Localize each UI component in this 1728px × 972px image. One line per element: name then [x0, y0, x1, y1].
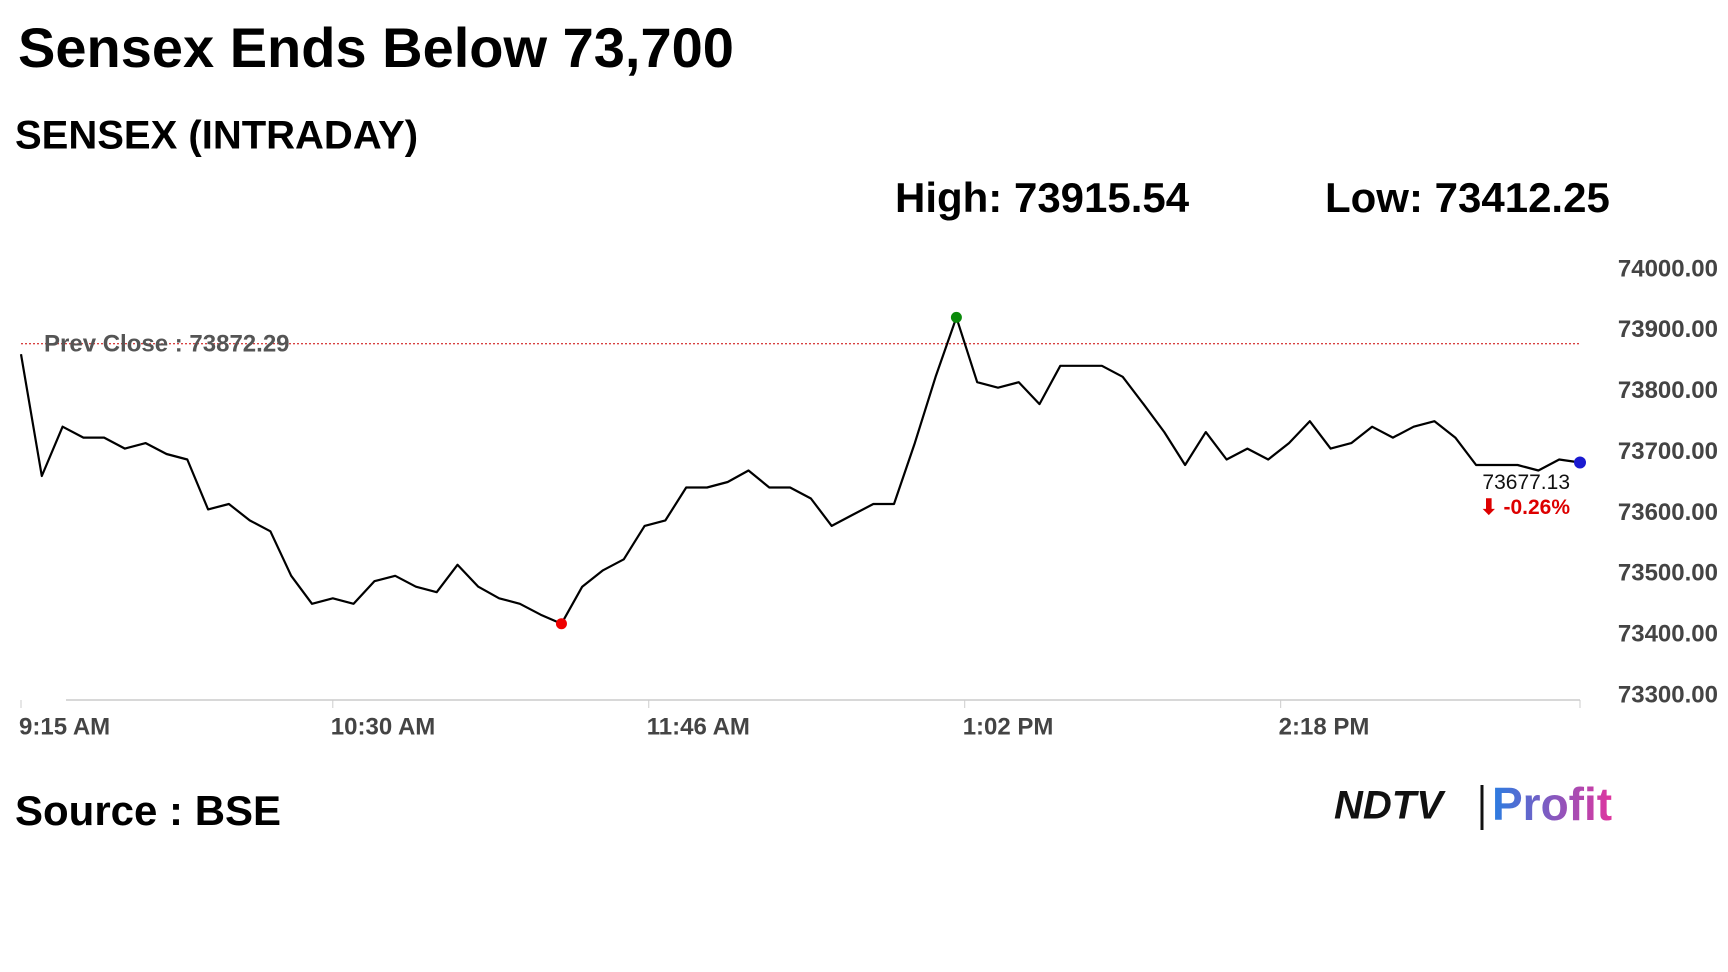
y-tick-label: 73600.00: [1618, 499, 1718, 526]
chart-title: Sensex Ends Below 73,700: [18, 16, 734, 79]
y-tick-label: 73700.00: [1618, 438, 1718, 465]
y-tick-label: 73500.00: [1618, 560, 1718, 587]
price-line: [19, 316, 1581, 625]
x-tick-label: 2:18 PM: [1279, 713, 1370, 740]
logo-profit: Profit: [1492, 778, 1612, 830]
last-value: 73677.13: [1482, 471, 1570, 494]
x-tick-label: 1:02 PM: [963, 713, 1054, 740]
prev-close-text: Prev Close : 73872.29: [44, 331, 290, 358]
logo-ndtv: NDTV: [1334, 784, 1446, 828]
x-tick-label: 10:30 AM: [331, 713, 435, 740]
last-marker: [1574, 456, 1586, 469]
high-marker: [950, 311, 962, 323]
y-tick-label: 74000.00: [1618, 255, 1718, 282]
low-stat: Low: 73412.25: [1325, 174, 1610, 221]
prev-close-value: 73872.29: [189, 331, 289, 358]
prev-close-label: Prev Close :: [44, 331, 183, 358]
high-value: 73915.54: [1014, 174, 1190, 221]
y-tick-label: 73400.00: [1618, 620, 1718, 647]
change-value: ⬇ -0.26%: [1480, 496, 1570, 519]
x-tick-label: 9:15 AM: [19, 713, 110, 740]
high-stat: High: 73915.54: [895, 174, 1190, 221]
low-marker: [555, 618, 567, 630]
source: Source : BSE: [15, 787, 281, 834]
low-label: Low:: [1325, 174, 1423, 221]
y-tick-label: 73900.00: [1618, 316, 1718, 343]
low-value: 73412.25: [1435, 174, 1610, 221]
x-tick-label: 11:46 AM: [647, 713, 750, 740]
y-tick-label: 73800.00: [1618, 377, 1718, 404]
high-label: High:: [895, 174, 1002, 221]
chart-subtitle: SENSEX (INTRADAY): [15, 114, 418, 158]
y-tick-label: 73300.00: [1618, 681, 1718, 708]
